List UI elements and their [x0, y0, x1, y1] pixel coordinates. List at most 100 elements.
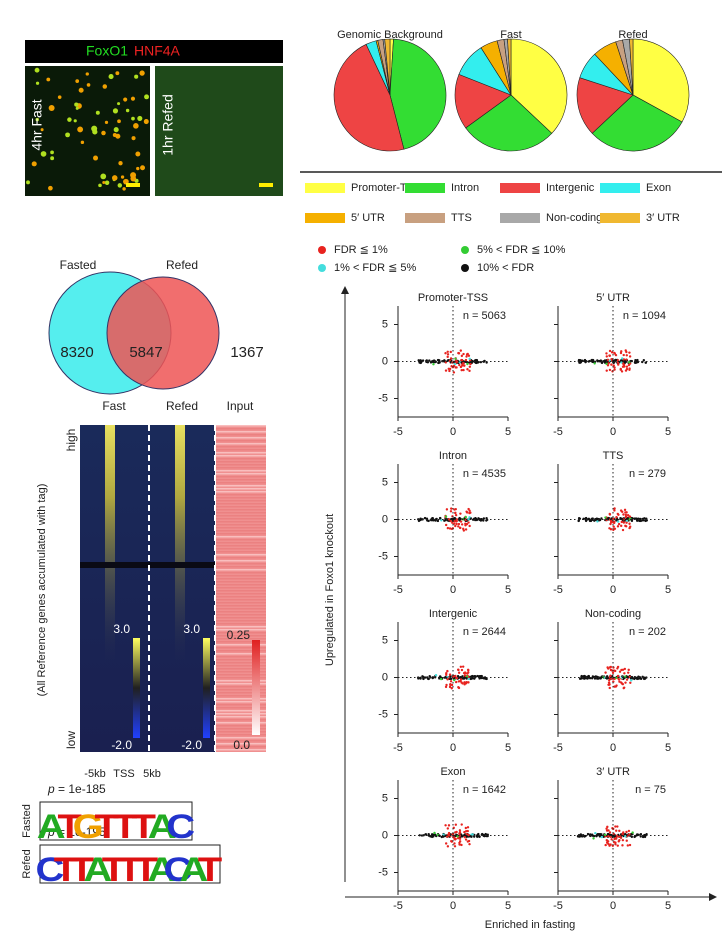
point-cloud — [639, 519, 643, 523]
point-cloud — [463, 830, 466, 834]
stripe — [216, 731, 266, 733]
legend-label: 3′ UTR — [646, 212, 680, 224]
point-cloud — [625, 839, 628, 842]
stripe — [216, 653, 266, 655]
stripe — [216, 647, 266, 649]
point-cloud — [421, 675, 424, 678]
point-cloud — [616, 520, 620, 523]
p-text: = 1e-185 — [55, 782, 106, 796]
y-tick-label: -5 — [378, 392, 388, 404]
stripe — [216, 476, 266, 478]
stripe — [216, 578, 266, 580]
point-cloud — [621, 528, 625, 532]
point-cloud — [428, 359, 431, 362]
stripe — [216, 656, 266, 658]
point-cloud — [444, 523, 448, 527]
legend-label: TTS — [451, 212, 472, 224]
logo-letter: A — [180, 850, 209, 888]
point-cloud — [611, 671, 615, 675]
legend-swatch — [305, 183, 345, 193]
point-cloud — [460, 368, 463, 372]
cell — [111, 175, 118, 181]
point-cloud — [626, 844, 630, 847]
y-tick-label: -5 — [378, 708, 388, 720]
point-cloud — [451, 833, 454, 836]
heatmap-band — [80, 562, 215, 568]
point-cloud — [467, 507, 470, 511]
point-cloud — [604, 516, 607, 519]
stripe — [216, 566, 266, 568]
point-cloud — [605, 352, 608, 355]
point-cloud — [467, 681, 470, 684]
x-tick-label: 0 — [450, 742, 456, 754]
stripe — [216, 680, 266, 682]
color-bar — [252, 640, 260, 735]
stripe — [216, 524, 266, 526]
point-cloud — [577, 358, 581, 362]
stripe — [216, 542, 266, 544]
cell — [95, 110, 100, 115]
x-tick-label: -5 — [553, 742, 563, 754]
point-cloud — [466, 362, 469, 366]
cell — [140, 165, 146, 171]
stripe — [216, 512, 266, 514]
point-cloud — [616, 665, 620, 669]
cell — [130, 172, 137, 179]
point-cloud — [628, 843, 632, 847]
marker-label: HNF4A — [134, 43, 181, 59]
point-cloud — [459, 349, 462, 352]
stripe — [216, 668, 266, 670]
point-cloud — [608, 686, 611, 690]
stripe — [216, 689, 266, 691]
stripe — [216, 503, 266, 505]
axis-title: Upregulated in Foxo1 knockout — [324, 514, 336, 666]
point-cloud — [609, 843, 612, 846]
point-cloud — [590, 677, 594, 680]
logo-letter: T — [134, 850, 159, 888]
stripe — [216, 644, 266, 646]
point-cloud — [625, 521, 628, 524]
point-cloud — [457, 522, 461, 526]
pie-slice — [629, 38, 634, 96]
point-cloud — [448, 369, 451, 373]
n-label: n = 75 — [635, 784, 666, 796]
cell — [75, 106, 79, 110]
stripe — [216, 491, 266, 493]
cell — [133, 123, 139, 129]
logo-letter: T — [118, 850, 143, 888]
scale-bar — [126, 183, 140, 187]
point-cloud — [610, 363, 613, 366]
point-cloud — [458, 516, 461, 520]
y-tick-label: 5 — [382, 476, 388, 488]
y-tick-label: 0 — [382, 829, 388, 841]
axis-end-label: low — [64, 731, 78, 749]
stripe — [216, 551, 266, 553]
point-cloud — [432, 363, 435, 366]
stripe — [216, 539, 266, 541]
x-tick-label: 0 — [450, 584, 456, 596]
point-cloud — [426, 519, 429, 522]
stripe — [216, 674, 266, 676]
x-tick-label: -5 — [553, 426, 563, 438]
point-cloud — [423, 516, 427, 520]
point-cloud — [621, 844, 624, 847]
point-cloud — [454, 823, 458, 826]
venn-count: 1367 — [230, 344, 263, 361]
point-cloud — [608, 831, 612, 834]
n-label: n = 2644 — [463, 626, 506, 638]
point-cloud — [428, 675, 431, 678]
cell — [134, 74, 139, 79]
cell — [102, 84, 108, 89]
pie-slice — [384, 38, 391, 96]
stripe — [216, 659, 266, 661]
cell — [102, 180, 106, 185]
image-label: 1hr Refed — [160, 94, 176, 155]
point-cloud — [595, 517, 598, 521]
point-cloud — [622, 521, 626, 524]
point-cloud — [454, 524, 457, 528]
point-cloud — [609, 522, 612, 526]
point-cloud — [454, 357, 457, 360]
n-label: n = 4535 — [463, 468, 506, 480]
cell — [137, 115, 143, 121]
point-cloud — [457, 351, 460, 355]
